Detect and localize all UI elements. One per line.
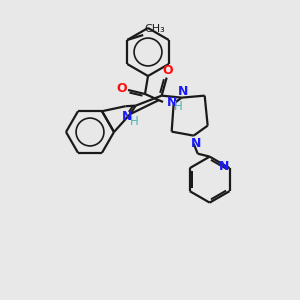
Text: H: H — [130, 115, 139, 128]
Text: N: N — [178, 85, 188, 98]
Text: N: N — [218, 160, 229, 172]
Text: N: N — [122, 110, 133, 123]
Text: O: O — [117, 82, 127, 95]
Text: CH₃: CH₃ — [144, 24, 165, 34]
Text: N: N — [190, 137, 201, 150]
Text: N: N — [167, 95, 177, 109]
Text: H: H — [174, 100, 183, 112]
Text: O: O — [162, 64, 173, 77]
